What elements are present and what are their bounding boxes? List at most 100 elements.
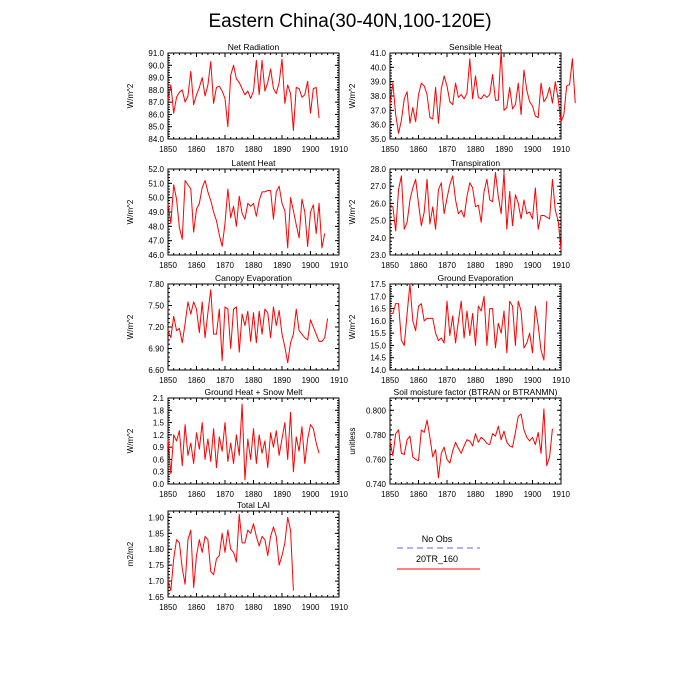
y-axis-label: W/m^2 (126, 428, 135, 453)
panel-title: Ground Heat + Snow Melt (204, 387, 303, 397)
y-tick-label: 1.8 (153, 406, 165, 415)
x-tick-label: 1850 (159, 261, 177, 270)
x-tick-label: 1870 (438, 145, 456, 154)
y-axis-label: W/m^2 (348, 314, 357, 339)
x-tick-label: 1870 (216, 603, 234, 612)
x-tick-label: 1910 (552, 145, 570, 154)
x-tick-label: 1880 (467, 261, 485, 270)
y-tick-label: 48.0 (148, 222, 164, 231)
panel-6: Ground Evaporation W/m^2 1850 1860 1870 1880 1… (348, 273, 570, 385)
y-tick-label: 28.0 (370, 165, 386, 174)
y-tick-label: 39.0 (370, 78, 386, 87)
x-tick-label: 1900 (302, 490, 320, 499)
y-axis-label: W/m^2 (126, 199, 135, 224)
y-axis-label: W/m^2 (126, 314, 135, 339)
y-tick-label: 25.0 (370, 217, 386, 226)
figure-title: Eastern China(30-40N,100-120E) (208, 11, 491, 32)
x-tick-label: 1850 (159, 603, 177, 612)
y-tick-label: 1.90 (148, 513, 164, 522)
y-tick-label: 24.0 (370, 234, 386, 243)
x-tick-label: 1870 (216, 376, 234, 385)
y-tick-label: 16.5 (370, 305, 386, 314)
y-tick-label: 35.0 (370, 135, 386, 144)
legend-obs-label: No Obs (422, 534, 453, 544)
x-tick-label: 1880 (467, 490, 485, 499)
y-tick-label: 1.85 (148, 529, 164, 538)
x-tick-label: 1860 (188, 490, 206, 499)
x-tick-label: 1900 (302, 376, 320, 385)
series-line-20TR_160 (167, 289, 329, 364)
y-tick-label: 91.0 (148, 49, 164, 58)
x-tick-label: 1880 (245, 145, 263, 154)
y-tick-label: 7.80 (148, 280, 164, 289)
x-tick-label: 1870 (216, 261, 234, 270)
x-tick-label: 1900 (524, 490, 542, 499)
y-tick-label: 15.5 (370, 329, 386, 338)
x-tick-label: 1860 (410, 490, 428, 499)
x-tick-label: 1910 (330, 145, 348, 154)
y-axis-label: W/m^2 (348, 83, 357, 108)
series-line-20TR_160 (389, 408, 553, 479)
x-tick-label: 1900 (302, 261, 320, 270)
plot-frame (167, 52, 340, 140)
y-tick-label: 7.50 (148, 302, 164, 311)
x-tick-label: 1890 (495, 376, 513, 385)
legend: No Obs 20TR_160 (397, 534, 480, 570)
y-tick-label: 6.60 (148, 366, 164, 375)
y-tick-label: 0.800 (366, 406, 387, 415)
panel-title: Transpiration (451, 158, 501, 168)
y-tick-label: 88.0 (148, 86, 164, 95)
x-tick-label: 1870 (438, 261, 456, 270)
series-line-20TR_160 (167, 513, 294, 592)
x-tick-label: 1890 (273, 261, 291, 270)
x-tick-label: 1910 (330, 376, 348, 385)
x-tick-label: 1860 (188, 376, 206, 385)
x-tick-label: 1890 (495, 490, 513, 499)
x-tick-label: 1890 (273, 490, 291, 499)
y-tick-label: 26.0 (370, 199, 386, 208)
y-tick-label: 87.0 (148, 98, 164, 107)
y-tick-label: 17.0 (370, 292, 386, 301)
y-tick-label: 1.2 (153, 431, 165, 440)
y-tick-label: 37.0 (370, 106, 386, 115)
x-tick-label: 1880 (245, 490, 263, 499)
x-tick-label: 1880 (245, 376, 263, 385)
y-tick-label: 6.90 (148, 345, 164, 354)
y-tick-label: 0.3 (153, 468, 165, 477)
x-tick-label: 1870 (216, 145, 234, 154)
panel-title: Soil moisture factor (BTRAN or BTRANMN) (394, 387, 558, 397)
y-tick-label: 0.780 (366, 431, 387, 440)
x-tick-label: 1880 (245, 261, 263, 270)
y-tick-label: 50.0 (148, 194, 164, 203)
series-line-20TR_160 (167, 58, 320, 131)
panel-9: Total LAI m2/m2 1850 1860 1870 1880 1890 1900 19… (126, 500, 348, 612)
y-axis-label: W/m^2 (126, 83, 135, 108)
x-tick-label: 1890 (495, 145, 513, 154)
x-tick-label: 1850 (381, 261, 399, 270)
panel-title: Sensible Heat (449, 42, 503, 52)
y-tick-label: 0.760 (366, 455, 387, 464)
y-tick-label: 0.0 (153, 480, 165, 489)
y-tick-label: 85.0 (148, 123, 164, 132)
panel-title: Latent Heat (232, 158, 277, 168)
x-tick-label: 1860 (410, 376, 428, 385)
x-tick-label: 1900 (524, 376, 542, 385)
series-line-20TR_160 (390, 283, 548, 361)
x-tick-label: 1890 (495, 261, 513, 270)
panel-5: Canopy Evaporation W/m^2 1850 1860 1870 1880 1… (126, 273, 348, 385)
y-tick-label: 40.0 (370, 63, 386, 72)
x-tick-label: 1900 (302, 145, 320, 154)
y-tick-label: 16.0 (370, 317, 386, 326)
y-tick-label: 90.0 (148, 61, 164, 70)
x-tick-label: 1890 (273, 603, 291, 612)
x-tick-label: 1910 (552, 490, 570, 499)
y-tick-label: 41.0 (370, 49, 386, 58)
y-tick-label: 89.0 (148, 74, 164, 83)
y-axis-label: m2/m2 (126, 541, 135, 566)
x-tick-label: 1900 (524, 261, 542, 270)
x-tick-label: 1860 (410, 261, 428, 270)
y-tick-label: 1.80 (148, 545, 164, 554)
panel-title: Ground Evaporation (437, 273, 513, 283)
y-tick-label: 14.5 (370, 354, 386, 363)
panel-title: Net Radiation (228, 42, 280, 52)
